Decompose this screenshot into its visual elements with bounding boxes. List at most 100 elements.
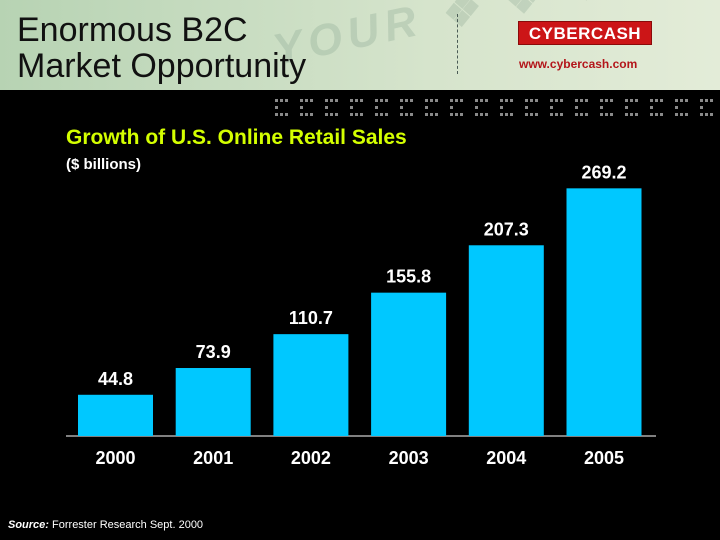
dot-mark	[525, 99, 528, 102]
dot-mark	[275, 99, 278, 102]
dot-mark	[685, 99, 688, 102]
dot-mark	[285, 99, 288, 102]
slide-title-line-2: Market Opportunity	[17, 47, 307, 86]
dot-mark	[500, 99, 503, 102]
dot-mark	[450, 99, 453, 102]
dot-mark	[710, 113, 713, 116]
dot-mark	[475, 113, 478, 116]
dot-mark	[325, 113, 328, 116]
dot-mark	[405, 113, 408, 116]
dot-mark	[360, 99, 363, 102]
dot-mark	[655, 99, 658, 102]
dot-mark	[460, 113, 463, 116]
data-label-2000: 44.8	[98, 369, 133, 389]
dot-mark	[550, 113, 553, 116]
dot-mark	[700, 99, 703, 102]
x-tick-label-2003: 2003	[389, 448, 429, 468]
dot-mark	[330, 99, 333, 102]
dot-mark	[610, 113, 613, 116]
dot-mark	[505, 99, 508, 102]
bar-2002	[273, 334, 349, 436]
dot-mark	[630, 113, 633, 116]
dot-mark	[635, 99, 638, 102]
source-text: Forrester Research Sept. 2000	[52, 519, 204, 531]
dot-mark	[430, 99, 433, 102]
dot-mark	[675, 106, 678, 109]
dot-mark	[480, 99, 483, 102]
dot-mark	[530, 113, 533, 116]
dot-mark	[350, 99, 353, 102]
dot-mark	[360, 113, 363, 116]
dot-mark	[625, 99, 628, 102]
slide-title: Enormous B2C Market Opportunity	[17, 12, 306, 85]
logo-url: www.cybercash.com	[519, 57, 638, 71]
dot-mark	[400, 113, 403, 116]
dot-mark	[375, 99, 378, 102]
dot-mark	[285, 113, 288, 116]
dot-mark	[605, 99, 608, 102]
x-tick-label-2004: 2004	[486, 448, 526, 468]
dot-mark	[650, 99, 653, 102]
x-tick-label-2000: 2000	[95, 448, 135, 468]
dot-mark	[375, 106, 378, 109]
dot-mark	[335, 113, 338, 116]
dot-mark	[650, 106, 653, 109]
dot-mark	[525, 113, 528, 116]
dot-mark	[460, 99, 463, 102]
x-tick-label-2005: 2005	[584, 448, 624, 468]
bar-2003	[371, 292, 447, 436]
dot-mark	[455, 113, 458, 116]
dot-mark	[700, 113, 703, 116]
dot-mark	[680, 113, 683, 116]
header-divider	[457, 14, 458, 74]
dot-mark	[535, 99, 538, 102]
bar-series: 44.8 2000 73.9 2001 110.7 2002 155.8 2003 207.3 2…	[78, 162, 642, 468]
dot-mark	[300, 106, 303, 109]
dot-mark	[575, 106, 578, 109]
dot-mark	[310, 99, 313, 102]
dot-mark	[660, 99, 663, 102]
dot-mark	[425, 113, 428, 116]
dot-mark	[350, 106, 353, 109]
bar-2004	[468, 245, 544, 436]
slide-title-line-1: Enormous B2C	[17, 11, 248, 49]
dot-mark	[385, 99, 388, 102]
dot-mark	[550, 99, 553, 102]
dot-mark	[355, 113, 358, 116]
dot-mark	[305, 99, 308, 102]
dot-mark	[300, 113, 303, 116]
data-label-2001: 73.9	[196, 342, 231, 362]
chart-title: Growth of U.S. Online Retail Sales	[66, 126, 407, 149]
bar-2000	[78, 394, 153, 436]
dot-mark	[505, 113, 508, 116]
dot-mark	[400, 99, 403, 102]
dot-mark	[600, 99, 603, 102]
dot-mark	[380, 99, 383, 102]
dot-mark	[680, 99, 683, 102]
data-label-2005: 269.2	[581, 162, 626, 182]
dot-mark	[450, 106, 453, 109]
dot-mark	[560, 113, 563, 116]
source-label: Source:	[8, 519, 49, 531]
dot-mark	[585, 99, 588, 102]
dot-mark	[510, 113, 513, 116]
dot-mark	[560, 99, 563, 102]
dot-mark	[625, 113, 628, 116]
dot-mark	[330, 113, 333, 116]
dot-mark	[310, 113, 313, 116]
dot-mark	[535, 113, 538, 116]
x-tick-label-2002: 2002	[291, 448, 331, 468]
dot-mark	[585, 113, 588, 116]
dotted-wordmark-decoration	[275, 99, 713, 116]
dot-mark	[400, 106, 403, 109]
dot-mark	[700, 106, 703, 109]
bar-2005	[566, 188, 642, 436]
dot-mark	[705, 113, 708, 116]
dot-mark	[325, 106, 328, 109]
dot-mark	[305, 113, 308, 116]
dot-mark	[550, 106, 553, 109]
dot-mark	[705, 99, 708, 102]
dot-mark	[405, 99, 408, 102]
dot-mark	[675, 99, 678, 102]
